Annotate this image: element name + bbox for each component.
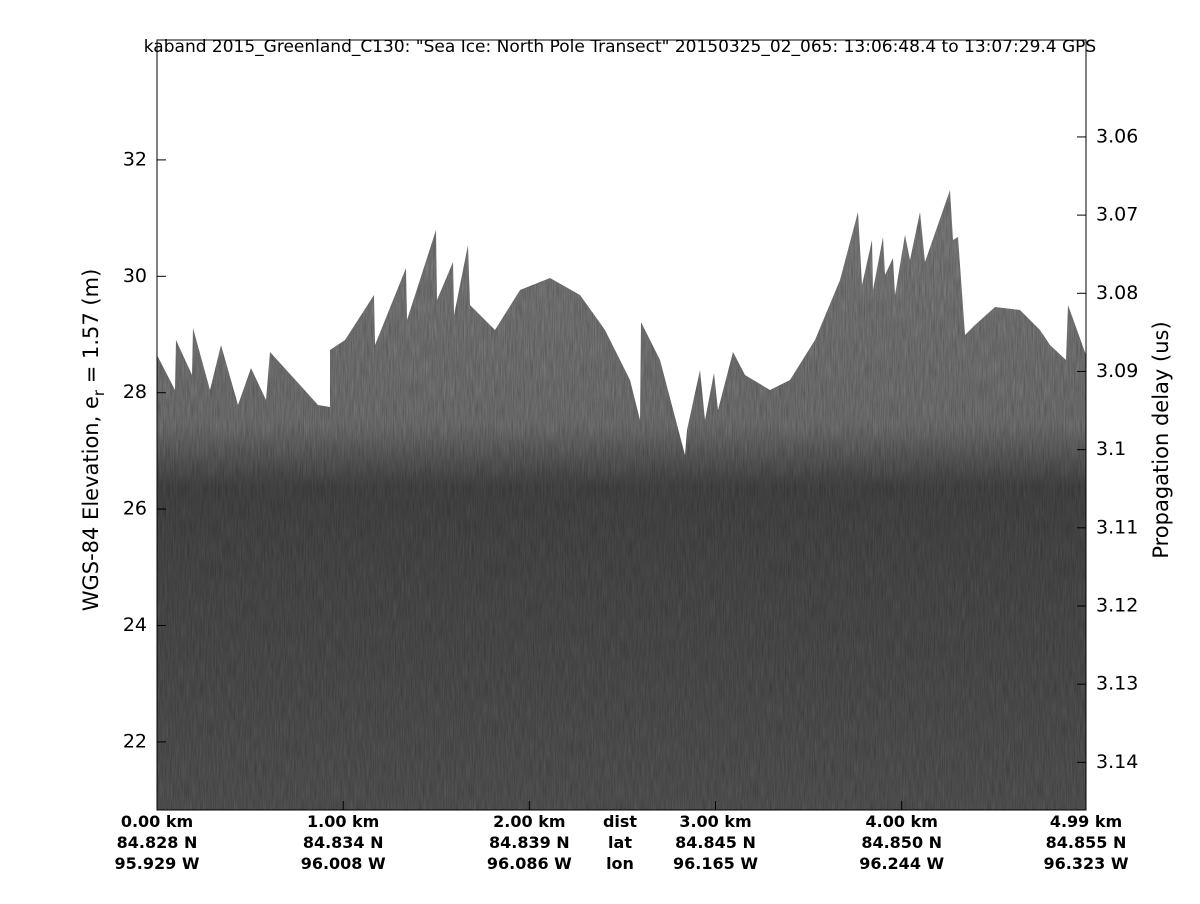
y2-tick-label: 3.07 [1096, 204, 1138, 226]
x-tick-lat: 84.855 N [1046, 833, 1127, 852]
y-tick-label: 26 [123, 498, 147, 520]
x-tick-lat: 84.839 N [489, 833, 570, 852]
y-label-text: WGS-84 Elevation, e [79, 396, 103, 611]
y2-tick-label: 3.08 [1096, 282, 1138, 304]
y-label-end: = 1.57 (m) [79, 269, 103, 390]
x-tick-label: 4.00 km [866, 812, 938, 831]
y-tick-label: 28 [123, 381, 147, 403]
echogram [157, 40, 1086, 810]
x-tick-label: 2.00 km [493, 812, 565, 831]
x-tick-lat: 84.834 N [303, 833, 384, 852]
x-tick-lon: 96.323 W [1044, 854, 1129, 873]
x-tick-lon: 96.165 W [673, 854, 758, 873]
y2-tick-label: 3.14 [1096, 751, 1138, 773]
chart-title: kaband 2015_Greenland_C130: "Sea Ice: No… [144, 37, 1096, 57]
x-tick-lat: 84.828 N [117, 833, 198, 852]
y-axis-label: WGS-84 Elevation, er = 1.57 (m) [79, 269, 108, 612]
x-tick-label: 4.99 km [1050, 812, 1122, 831]
y2-tick-label: 3.09 [1096, 360, 1138, 382]
x-row-label: lon [606, 854, 634, 873]
y2-tick-label: 3.12 [1096, 594, 1138, 616]
y-label-sub: r [90, 389, 108, 396]
x-tick-lat: 84.845 N [675, 833, 756, 852]
x-tick-lon: 96.086 W [487, 854, 572, 873]
y-tick-label: 30 [123, 265, 147, 287]
y-tick-label: 32 [123, 148, 147, 170]
x-tick-lon: 95.929 W [115, 854, 200, 873]
x-row-label: lat [608, 833, 632, 852]
x-tick-label: 1.00 km [307, 812, 379, 831]
y-tick-label: 22 [123, 730, 147, 752]
x-tick-label: 3.00 km [679, 812, 751, 831]
x-row-label: dist [603, 812, 637, 831]
x-tick-lon: 96.008 W [301, 854, 386, 873]
plot-frame [156, 39, 1087, 811]
x-tick-lat: 84.850 N [861, 833, 942, 852]
y2-tick-label: 3.11 [1096, 516, 1138, 538]
y-tick-label: 24 [123, 614, 147, 636]
y2-tick-label: 3.13 [1096, 673, 1138, 695]
x-tick-label: 0.00 km [121, 812, 193, 831]
y2-axis-label: Propagation delay (us) [1149, 321, 1173, 558]
y2-tick-label: 3.1 [1096, 438, 1126, 460]
y2-tick-label: 3.06 [1096, 125, 1138, 147]
x-tick-lon: 96.244 W [859, 854, 944, 873]
